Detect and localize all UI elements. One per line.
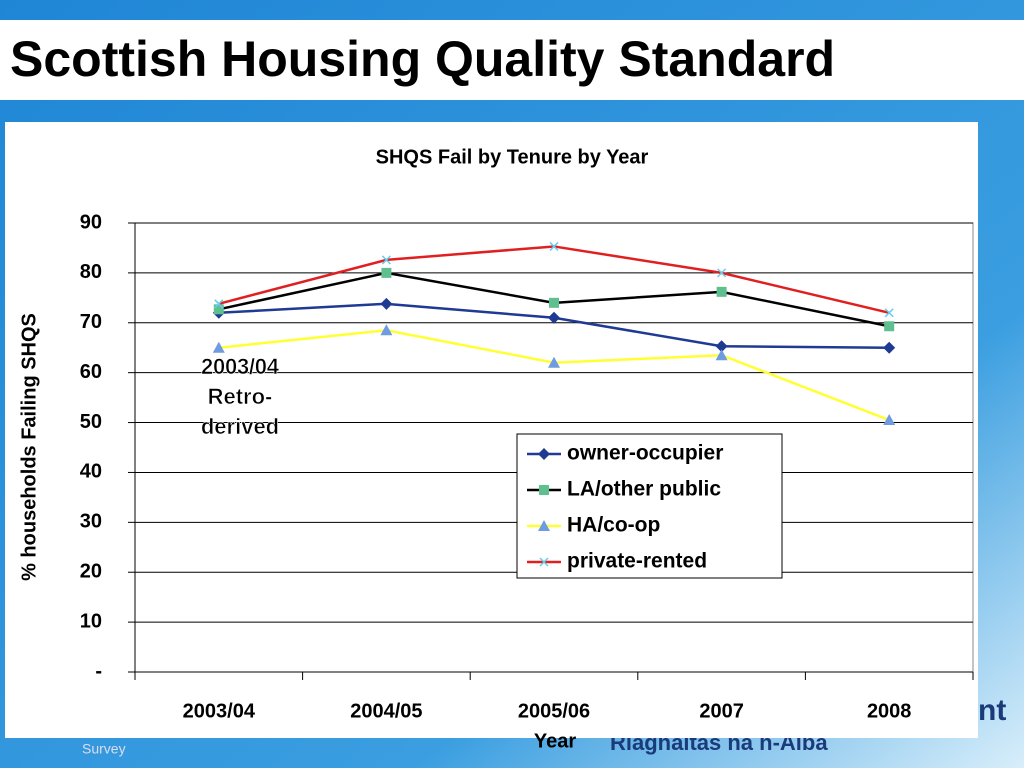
marker [380,324,393,336]
marker [883,341,896,354]
x-tick-label: 2003/04 [183,700,256,722]
marker [538,520,550,531]
legend-label: LA/other public [567,478,721,501]
marker [549,297,559,308]
page-title: Scottish Housing Quality Standard [10,31,835,87]
annotation: 2003/04 [201,354,280,379]
marker [549,241,559,251]
footer-logo: nt [978,694,1006,727]
annotation: derived [201,414,279,439]
marker [380,297,393,310]
marker [716,286,727,297]
y-tick-label: 50 [80,411,102,433]
x-tick-label: 2005/06 [518,700,590,722]
y-axis-label: % households Failing SHQS [18,313,40,581]
x-tick-label: 2007 [699,700,744,722]
marker [213,304,224,315]
marker [883,414,896,426]
annotation: Retro- [208,384,273,409]
legend-label: HA/co-op [567,514,660,537]
marker [381,255,391,265]
chart-panel [5,122,978,738]
marker [884,321,895,332]
y-tick-label: 80 [80,261,102,283]
marker [548,356,560,368]
marker [717,268,727,278]
marker [539,485,549,495]
y-tick-label: 70 [80,311,102,333]
marker [214,299,224,309]
title-band [0,20,1024,100]
y-tick-label: 40 [80,461,102,483]
marker [212,341,225,353]
x-tick-label: 2008 [867,700,912,722]
y-tick-label: 60 [80,361,102,383]
marker [715,340,728,353]
y-tick-label: - [95,660,102,682]
marker [884,308,894,318]
y-tick-label: 30 [80,511,102,533]
x-tick-label: 2004/05 [350,700,422,722]
legend-label: private-rented [567,550,707,573]
legend-label: owner-occupier [567,442,723,465]
chart-title: SHQS Fail by Tenure by Year [376,146,649,168]
marker [538,448,550,460]
marker [539,557,549,567]
marker [548,311,560,324]
footer-survey: Survey [82,741,126,757]
marker [715,349,728,361]
legend-box [516,433,783,579]
y-tick-label: 10 [80,610,102,632]
y-tick-label: 20 [80,561,102,583]
marker [381,267,392,278]
x-axis-label: Year [534,730,576,752]
y-tick-label: 90 [80,211,102,233]
